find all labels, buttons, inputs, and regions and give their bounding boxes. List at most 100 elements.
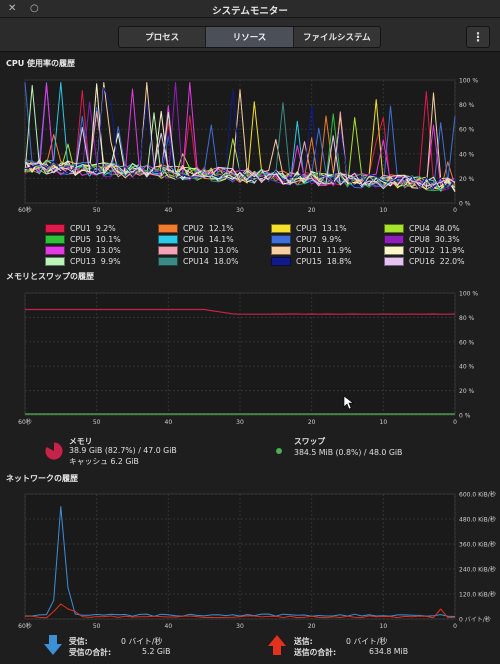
- cpu-legend-item: CPU4 48.0%: [384, 224, 460, 233]
- cpu-section-title: CPU 使用率の履歴: [6, 59, 76, 68]
- cpu-color-swatch[interactable]: [158, 235, 178, 244]
- cpu-x-tick-label: 50: [93, 207, 101, 214]
- cpu-legend-label: CPU15: [296, 257, 322, 266]
- cpu-legend-item: CPU16 22.0%: [384, 257, 465, 266]
- cpu-legend-value: 11.9%: [439, 246, 465, 255]
- cpu-x-tick-label: 0: [453, 207, 457, 214]
- network-section-title: ネットワークの履歴: [6, 474, 78, 483]
- net-y-tick-label: 120.0 KiB/秒: [459, 591, 496, 599]
- cpu-color-swatch[interactable]: [384, 224, 404, 233]
- view-switcher: プロセス リソース ファイルシステム: [118, 26, 381, 48]
- cpu-color-swatch[interactable]: [45, 246, 65, 255]
- cpu-color-swatch[interactable]: [158, 257, 178, 266]
- cpu-legend-label: CPU2: [183, 224, 204, 233]
- mem-y-tick-label: 20 %: [459, 388, 475, 395]
- sending-rate: 0 バイト/秒: [346, 637, 388, 646]
- cpu16-series-line: [24, 126, 456, 190]
- cpu-color-swatch[interactable]: [158, 246, 178, 255]
- window-title: システムモニター: [212, 6, 288, 17]
- cpu-color-swatch[interactable]: [271, 235, 291, 244]
- cpu-legend-item: CPU14 18.0%: [158, 257, 239, 266]
- net-x-tick-label: 50: [93, 623, 101, 630]
- cpu-legend-item: CPU9 13.0%: [45, 246, 121, 255]
- cpu-legend-label: CPU7: [296, 235, 317, 244]
- cpu-legend-item: CPU5 10.1%: [45, 235, 121, 244]
- cpu-legend-value: 13.0%: [95, 246, 121, 255]
- cpu-y-tick-label: 20 %: [459, 176, 475, 183]
- cpu-legend-item: CPU12 11.9%: [384, 246, 465, 255]
- mem-y-tick-label: 40 %: [459, 364, 475, 371]
- mem-y-tick-label: 80 %: [459, 315, 475, 322]
- received-series-line: [24, 506, 456, 617]
- mem-x-tick-label: 50: [93, 419, 101, 426]
- cpu-legend-label: CPU14: [183, 257, 209, 266]
- cpu-legend-value: 9.9%: [100, 257, 121, 266]
- kebab-menu-icon: ⋮: [472, 30, 484, 44]
- cpu-color-swatch[interactable]: [45, 235, 65, 244]
- swap-label: スワップ: [294, 437, 326, 446]
- cpu-x-tick-label: 20: [308, 207, 316, 214]
- tab-resources[interactable]: リソース: [206, 27, 294, 47]
- net-y-tick-label: 0 バイト/秒: [459, 616, 491, 624]
- memory-pie-icon: [45, 442, 63, 460]
- cpu-color-swatch[interactable]: [271, 224, 291, 233]
- net-x-tick-label: 0: [453, 623, 457, 630]
- cpu-legend-item: CPU3 13.1%: [271, 224, 347, 233]
- cpu-color-swatch[interactable]: [158, 224, 178, 233]
- mem-x-tick-label: 40: [165, 419, 173, 426]
- network-history-graph: 600.0 KiB/秒 480.0 KiB/秒 360.0 KiB/秒 240.0 K…: [18, 491, 496, 631]
- cpu-legend-value: 11.9%: [326, 246, 352, 255]
- net-y-tick-label: 480.0 KiB/秒: [459, 516, 496, 524]
- cpu-legend-label: CPU5: [70, 235, 91, 244]
- cpu-legend-label: CPU13: [70, 257, 96, 266]
- memory-history-graph: 100 % 80 % 60 % 40 % 20 % 0 % 60秒 50 40 30 20 10 0: [18, 291, 478, 427]
- memory-label: メモリ: [69, 437, 93, 446]
- cpu-legend-label: CPU6: [183, 235, 204, 244]
- cpu-legend-label: CPU11: [296, 246, 322, 255]
- receiving-rate: 0 バイト/秒: [121, 637, 163, 646]
- sending-label: 送信:: [294, 637, 313, 646]
- sent-series-line: [24, 603, 456, 619]
- cpu-legend-value: 13.1%: [321, 224, 347, 233]
- cpu-color-swatch[interactable]: [45, 224, 65, 233]
- tab-processes[interactable]: プロセス: [119, 27, 207, 47]
- cpu-color-swatch[interactable]: [384, 257, 404, 266]
- cpu-legend-value: 9.2%: [95, 224, 116, 233]
- menu-button[interactable]: ⋮: [466, 26, 490, 48]
- cpu12-series-line: [24, 83, 456, 192]
- cpu-legend-label: CPU12: [409, 246, 435, 255]
- cpu-legend-label: CPU16: [409, 257, 435, 266]
- memory-section-title: メモリとスワップの履歴: [6, 272, 94, 281]
- minimize-window-icon[interactable]: ○: [30, 3, 39, 14]
- cpu-y-tick-label: 80 %: [459, 102, 475, 109]
- cpu-history-graph: 100 % 80 % 60 % 40 % 20 % 0 % 60秒 50 40 30 20 10 0: [18, 78, 478, 215]
- cpu-y-tick-label: 0 %: [459, 201, 471, 208]
- swap-pie-icon: [276, 448, 282, 454]
- cpu-legend-item: CPU6 14.1%: [158, 235, 234, 244]
- cpu-legend-label: CPU10: [183, 246, 209, 255]
- cpu-legend-value: 30.3%: [434, 235, 460, 244]
- cpu-color-swatch[interactable]: [384, 246, 404, 255]
- cpu-x-tick-label: 60秒: [18, 206, 32, 214]
- cpu-x-tick-label: 10: [380, 207, 388, 214]
- cpu-color-swatch[interactable]: [384, 235, 404, 244]
- cpu-legend-item: CPU8 30.3%: [384, 235, 460, 244]
- cpu-color-swatch[interactable]: [271, 257, 291, 266]
- cpu-color-swatch[interactable]: [271, 246, 291, 255]
- download-arrow-icon: [44, 635, 62, 655]
- mem-x-tick-label: 20: [308, 419, 316, 426]
- net-x-tick-label: 30: [236, 623, 244, 630]
- memory-cache: キャッシュ 6.2 GiB: [69, 457, 139, 466]
- tab-file-systems[interactable]: ファイルシステム: [302, 33, 371, 43]
- cpu-color-swatch[interactable]: [45, 257, 65, 266]
- mem-x-tick-label: 30: [236, 419, 244, 426]
- total-received: 5.2 GiB: [142, 647, 171, 656]
- cpu-y-tick-label: 60 %: [459, 127, 475, 134]
- upload-arrow-icon: [268, 635, 286, 655]
- net-x-tick-label: 20: [308, 623, 316, 630]
- swap-usage: 384.5 MiB (0.8%) / 48.0 GiB: [294, 448, 403, 457]
- mouse-pointer-icon: [343, 395, 354, 410]
- close-window-icon[interactable]: ✕: [8, 3, 17, 14]
- memory-series-line: [25, 308, 456, 315]
- net-x-tick-label: 60秒: [18, 622, 32, 630]
